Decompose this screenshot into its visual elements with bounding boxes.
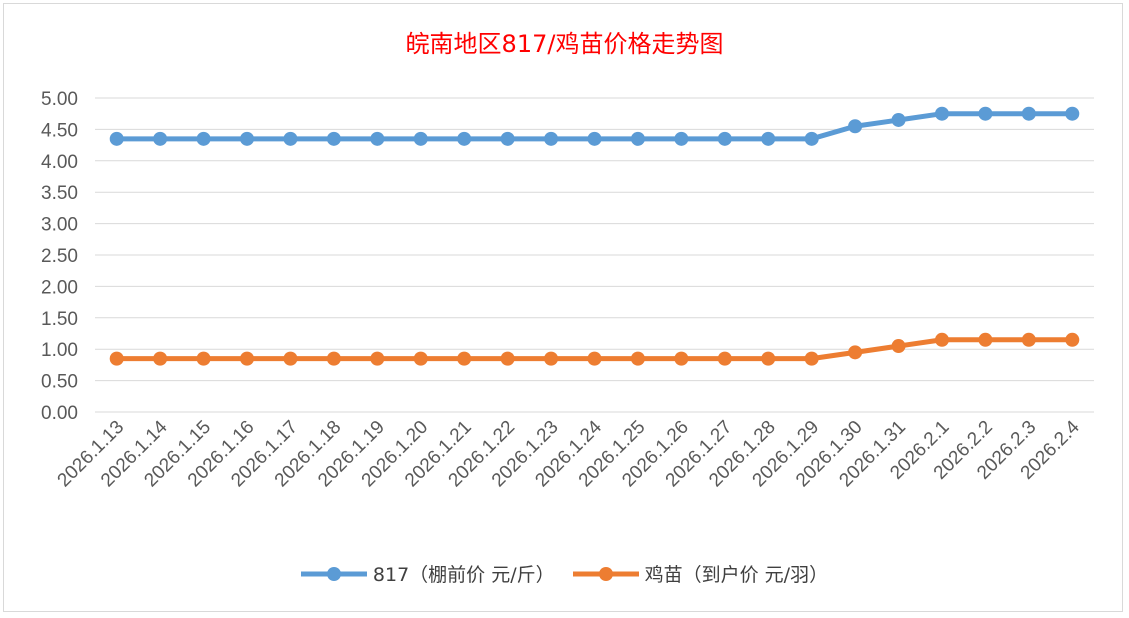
data-point — [1065, 332, 1080, 347]
data-point — [848, 345, 863, 360]
data-point — [326, 131, 341, 146]
data-point — [153, 131, 168, 146]
data-point — [587, 351, 602, 366]
data-point — [891, 112, 906, 127]
data-point — [674, 131, 689, 146]
data-point — [934, 106, 949, 121]
y-tick-label: 1.50 — [41, 309, 78, 330]
data-point — [370, 131, 385, 146]
data-point — [196, 131, 211, 146]
data-point — [761, 131, 776, 146]
data-point — [109, 131, 124, 146]
legend-marker-chick — [572, 566, 639, 581]
data-point — [761, 351, 776, 366]
y-tick-label: 3.50 — [41, 183, 78, 204]
data-point — [1021, 332, 1036, 347]
data-point — [630, 131, 645, 146]
data-point — [326, 351, 341, 366]
data-point — [240, 351, 255, 366]
y-tick-label: 1.00 — [41, 340, 78, 361]
data-point — [544, 351, 559, 366]
data-point — [153, 351, 168, 366]
data-point — [804, 131, 819, 146]
data-point — [457, 351, 472, 366]
data-point — [196, 351, 211, 366]
data-point — [1065, 106, 1080, 121]
legend-label: 鸡苗（到户价 元/羽） — [644, 564, 829, 586]
data-point — [848, 119, 863, 134]
data-point — [109, 351, 124, 366]
y-tick-label: 4.50 — [41, 120, 78, 141]
y-tick-label: 3.00 — [41, 215, 78, 236]
data-point — [587, 131, 602, 146]
data-point — [630, 351, 645, 366]
y-tick-label: 0.00 — [41, 403, 78, 424]
data-point — [283, 131, 298, 146]
data-point — [500, 351, 515, 366]
y-tick-label: 2.50 — [41, 246, 78, 267]
legend: 817（棚前价 元/斤） 鸡苗（到户价 元/羽） — [0, 560, 1129, 587]
y-tick-label: 2.00 — [41, 277, 78, 298]
y-tick-label: 4.00 — [41, 152, 78, 173]
data-point — [544, 131, 559, 146]
legend-label: 817（棚前价 元/斤） — [372, 564, 555, 586]
legend-item-817: 817（棚前价 元/斤） — [300, 560, 555, 587]
data-point — [240, 131, 255, 146]
data-point — [1021, 106, 1036, 121]
data-point — [370, 351, 385, 366]
data-point — [674, 351, 689, 366]
data-point — [978, 106, 993, 121]
y-tick-label: 0.50 — [41, 372, 78, 393]
data-point — [413, 351, 428, 366]
chart-title: 皖南地区817/鸡苗价格走势图 — [405, 30, 724, 58]
chart-frame — [3, 3, 1123, 612]
legend-item-chick: 鸡苗（到户价 元/羽） — [572, 560, 829, 587]
data-point — [804, 351, 819, 366]
data-point — [500, 131, 515, 146]
data-point — [934, 332, 949, 347]
data-point — [978, 332, 993, 347]
data-point — [283, 351, 298, 366]
data-point — [717, 351, 732, 366]
data-point — [457, 131, 472, 146]
data-point — [413, 131, 428, 146]
legend-marker-817 — [300, 566, 367, 581]
y-tick-label: 5.00 — [41, 89, 78, 110]
data-point — [717, 131, 732, 146]
data-point — [891, 339, 906, 354]
